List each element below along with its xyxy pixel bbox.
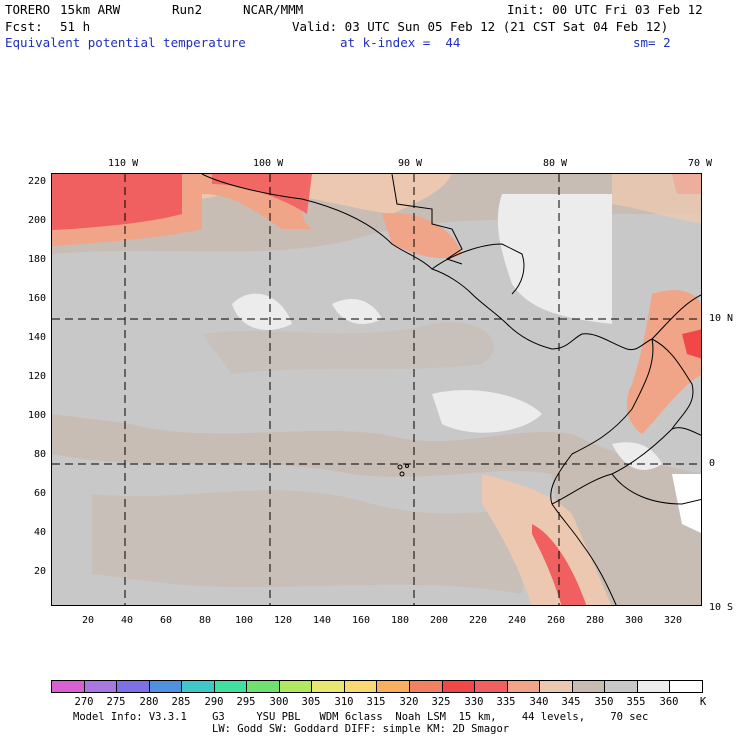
colorbar: [51, 680, 703, 693]
y-tick: 20: [33, 566, 46, 577]
colorbar-swatch: [410, 681, 443, 692]
forecast-label: Fcst:: [5, 19, 43, 34]
colorbar-swatch: [670, 681, 702, 692]
colorbar-label: 295: [236, 696, 256, 708]
lon-label-80w: 80 W: [543, 158, 568, 169]
x-tick: 80: [199, 615, 212, 626]
colorbar-swatch: [214, 681, 248, 692]
colorbar-label: 355: [626, 696, 646, 708]
colorbar-label: 275: [106, 696, 126, 708]
org-label: NCAR/MMM: [243, 2, 304, 17]
colorbar-swatch: [312, 681, 345, 692]
y-tick: 140: [27, 332, 46, 343]
map-panel: [51, 173, 702, 606]
colorbar-swatch: [442, 681, 476, 692]
lon-label-70w: 70 W: [688, 158, 713, 169]
x-tick: 20: [82, 615, 95, 626]
smoothing-info: sm= 2: [633, 35, 671, 50]
x-tick: 240: [508, 615, 527, 626]
model-info-line2: LW: Godd SW: Goddard DIFF: simple KM: 2D…: [212, 723, 510, 735]
colorbar-label: 280: [139, 696, 159, 708]
x-tick: 280: [586, 615, 605, 626]
lat-label-0: 0: [709, 458, 716, 469]
colorbar-label: 345: [561, 696, 581, 708]
colorbar-label: 320: [399, 696, 419, 708]
field-name: Equivalent potential temperature: [5, 35, 246, 50]
colorbar-label: 335: [496, 696, 516, 708]
y-tick: 80: [33, 449, 46, 460]
forecast-hours: 51 h: [60, 19, 91, 34]
colorbar-swatch: [344, 681, 378, 692]
colorbar-label: 290: [204, 696, 224, 708]
x-tick: 40: [121, 615, 134, 626]
x-tick: 140: [313, 615, 332, 626]
colorbar-swatch: [377, 681, 411, 692]
lat-label-10n: 10 N: [709, 313, 734, 324]
run-label: Run2: [172, 2, 203, 17]
colorbar-label: 300: [269, 696, 289, 708]
y-tick: 180: [27, 254, 46, 265]
colorbar-unit: K: [699, 696, 707, 708]
init-time: Init: 00 UTC Fri 03 Feb 12: [507, 2, 703, 17]
colorbar-label: 285: [171, 696, 191, 708]
colorbar-label: 310: [334, 696, 354, 708]
colorbar-label: 315: [366, 696, 386, 708]
colorbar-swatch: [52, 681, 85, 692]
theta-e-field: [52, 174, 701, 605]
colorbar-label: 325: [431, 696, 451, 708]
lon-label-90w: 90 W: [398, 158, 423, 169]
x-tick: 180: [391, 615, 410, 626]
colorbar-swatch: [572, 681, 606, 692]
x-tick: 100: [235, 615, 254, 626]
x-tick: 120: [274, 615, 293, 626]
model-info-line1: Model Info: V3.3.1 G3 YSU PBL WDM 6class…: [73, 711, 649, 723]
colorbar-label: 330: [464, 696, 484, 708]
colorbar-swatch: [84, 681, 118, 692]
x-tick: 60: [160, 615, 173, 626]
colorbar-label: 350: [594, 696, 614, 708]
colorbar-label: 360: [659, 696, 679, 708]
lat-label-10s: 10 S: [709, 602, 734, 613]
y-tick: 40: [33, 527, 46, 538]
model-name: TORERO: [5, 2, 51, 17]
colorbar-label: 340: [529, 696, 549, 708]
x-tick: 200: [430, 615, 449, 626]
colorbar-swatch: [540, 681, 573, 692]
colorbar-swatch: [182, 681, 215, 692]
colorbar-label: 305: [301, 696, 321, 708]
x-tick: 160: [352, 615, 371, 626]
colorbar-swatch: [279, 681, 313, 692]
colorbar-swatch: [507, 681, 541, 692]
model-resolution: 15km ARW: [60, 2, 121, 17]
colorbar-swatch: [117, 681, 150, 692]
level-info: at k-index = 44: [340, 35, 461, 50]
colorbar-swatch: [247, 681, 280, 692]
lon-label-110w: 110 W: [108, 158, 139, 169]
colorbar-swatch: [605, 681, 638, 692]
colorbar-label: 270: [74, 696, 94, 708]
y-tick: 60: [33, 488, 46, 499]
lon-label-100w: 100 W: [253, 158, 284, 169]
y-tick: 220: [27, 176, 46, 187]
x-tick: 220: [469, 615, 488, 626]
x-tick: 300: [625, 615, 644, 626]
y-tick: 100: [27, 410, 46, 421]
colorbar-swatch: [637, 681, 671, 692]
x-tick: 260: [547, 615, 566, 626]
valid-time: Valid: 03 UTC Sun 05 Feb 12 (21 CST Sat …: [292, 19, 669, 34]
y-tick: 160: [27, 293, 46, 304]
y-tick: 120: [27, 371, 46, 382]
colorbar-swatch: [149, 681, 183, 692]
x-tick: 320: [664, 615, 683, 626]
colorbar-swatch: [475, 681, 508, 692]
y-tick: 200: [27, 215, 46, 226]
